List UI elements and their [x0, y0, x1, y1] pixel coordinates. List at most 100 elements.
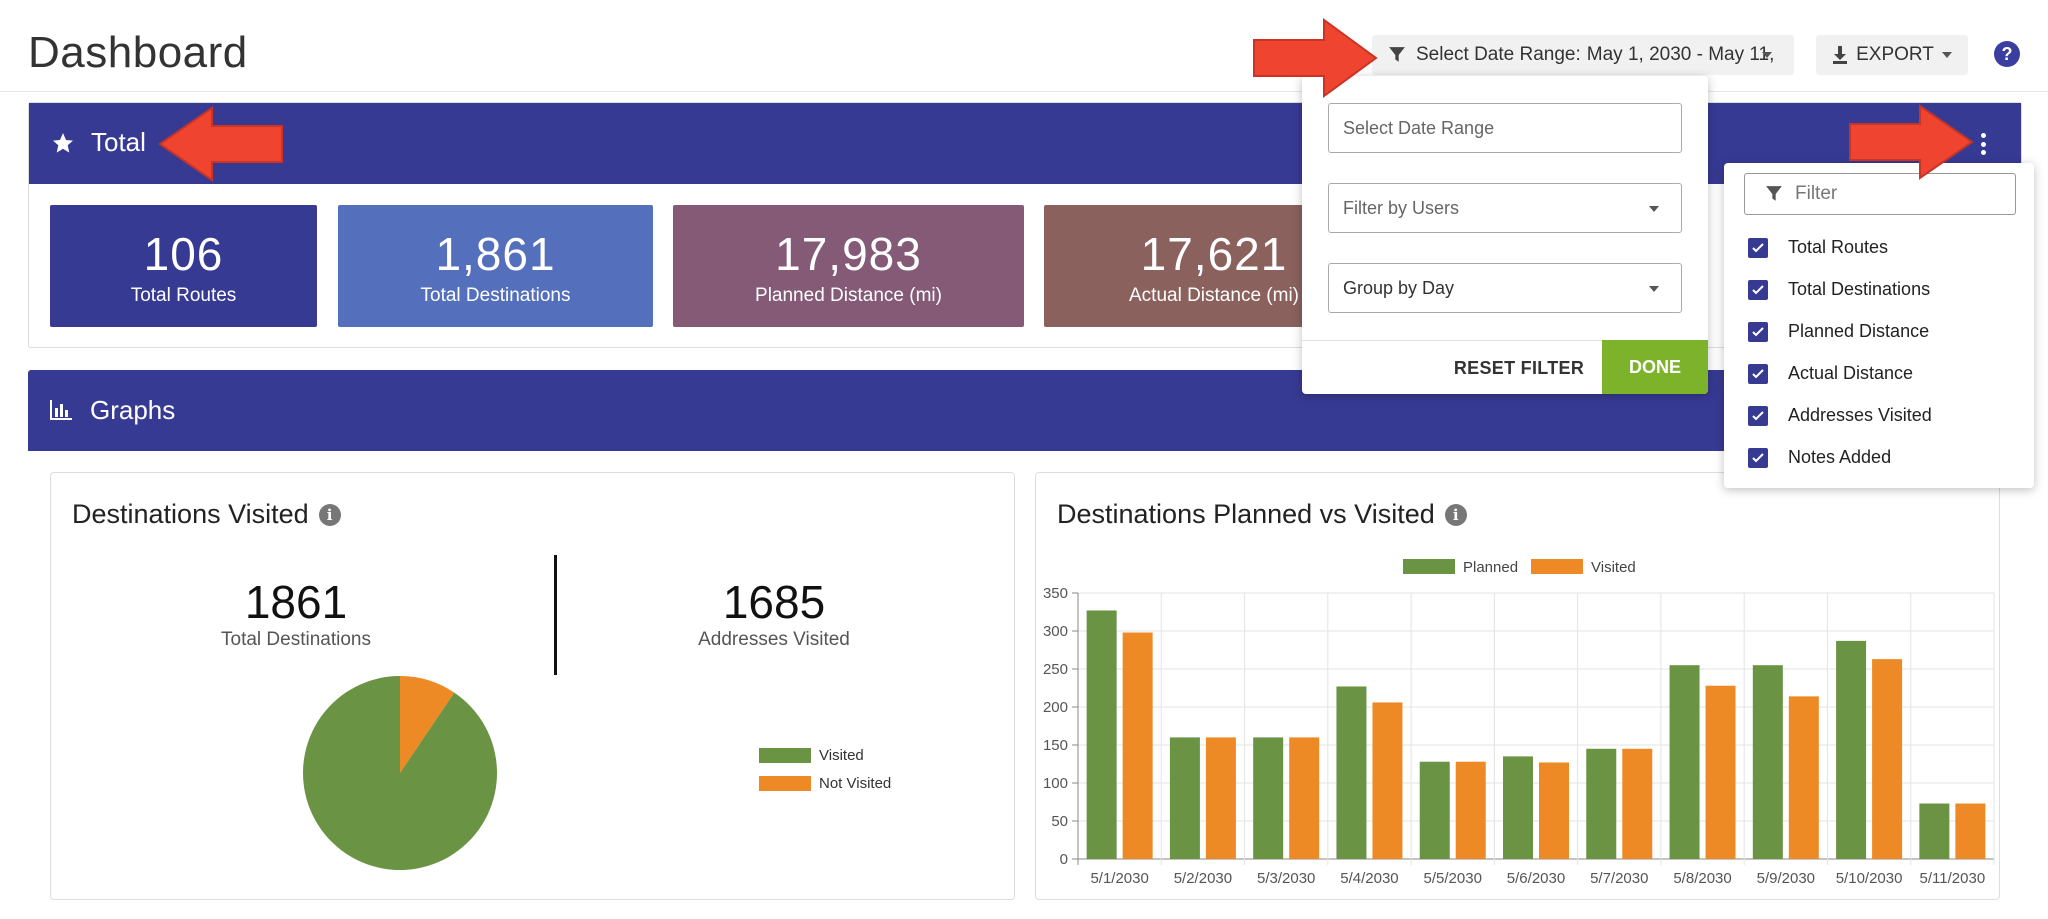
help-icon[interactable]: ?: [1994, 41, 2020, 67]
bar-planned-4: [1336, 686, 1367, 859]
filter-by-users-select[interactable]: Filter by Users: [1328, 183, 1682, 233]
total-panel: Total 106 Total Routes 1,861 Total Desti…: [28, 102, 2022, 348]
chevron-down-icon: [1649, 286, 1659, 292]
x-tick-label: 5/7/2030: [1590, 870, 1648, 887]
column-option-planned-distance[interactable]: Planned Distance: [1748, 321, 1929, 342]
y-tick-label: 350: [1043, 585, 1068, 602]
chart-legend: Planned Visited: [1403, 559, 1636, 576]
legend-label: Planned: [1463, 559, 1518, 576]
x-tick-label: 5/5/2030: [1424, 870, 1482, 887]
x-tick-label: 5/2/2030: [1174, 870, 1232, 887]
chevron-down-icon: [1649, 206, 1659, 212]
bar-visited-10: [1872, 659, 1903, 859]
y-tick-label: 250: [1043, 661, 1068, 678]
checkbox-checked-icon[interactable]: [1748, 237, 1768, 258]
info-icon[interactable]: i: [318, 503, 341, 526]
addresses-visited-label: Addresses Visited: [698, 629, 850, 650]
more-options-icon[interactable]: [1981, 133, 1987, 155]
divider: [554, 555, 557, 675]
y-tick-label: 100: [1043, 775, 1068, 792]
bar-visited-3: [1289, 737, 1320, 859]
date-range-button[interactable]: Select Date Range: May 1, 2030 - May 11,: [1372, 35, 1794, 75]
card-title: Destinations Planned vs Visited i: [1057, 499, 1467, 530]
bar-visited-7: [1622, 748, 1653, 859]
total-panel-header: Total: [29, 103, 2021, 184]
column-filter-input[interactable]: Filter: [1744, 173, 2016, 215]
stat-value: 17,621: [1140, 228, 1288, 280]
stat-label: Planned Distance (mi): [755, 285, 942, 306]
bar-chart-icon: [50, 400, 72, 420]
bar-planned-7: [1586, 748, 1617, 859]
date-range-dropdown: Select Date Range Filter by Users Group …: [1302, 76, 1708, 394]
bar-planned-8: [1669, 665, 1700, 859]
bar-planned-9: [1752, 665, 1783, 859]
done-button[interactable]: DONE: [1602, 340, 1708, 394]
planned-vs-visited-card: Destinations Planned vs Visited i Planne…: [1035, 472, 2000, 900]
bar-visited-4: [1372, 702, 1403, 859]
reset-filter-button[interactable]: RESET FILTER: [1453, 357, 1585, 378]
bar-visited-1: [1122, 632, 1153, 859]
total-destinations-label: Total Destinations: [221, 629, 371, 650]
bar-visited-11: [1955, 803, 1986, 859]
export-button[interactable]: EXPORT: [1816, 35, 1968, 75]
divider: [1302, 340, 1708, 341]
addresses-visited-value: 1685: [722, 576, 826, 628]
stat-label: Total Routes: [130, 285, 237, 306]
column-option-label: Actual Distance: [1788, 363, 1914, 383]
y-tick-label: 0: [1060, 851, 1068, 868]
checkbox-checked-icon[interactable]: [1748, 363, 1768, 384]
bar-visited-6: [1539, 762, 1569, 859]
x-tick-label: 5/10/2030: [1836, 870, 1903, 887]
stat-planned-distance: 17,983 Planned Distance (mi): [673, 205, 1024, 327]
bar-planned-11: [1919, 803, 1950, 859]
legend-swatch: [1403, 559, 1455, 574]
column-option-addresses-visited[interactable]: Addresses Visited: [1748, 405, 1932, 426]
y-tick-label: 50: [1051, 813, 1068, 830]
total-destinations-value: 1861: [244, 576, 348, 628]
column-option-total-routes[interactable]: Total Routes: [1748, 237, 1888, 258]
bar-visited-2: [1205, 737, 1236, 859]
info-icon[interactable]: i: [1444, 503, 1467, 526]
checkbox-checked-icon[interactable]: [1748, 405, 1768, 426]
checkbox-checked-icon[interactable]: [1748, 279, 1768, 300]
bar-visited-9: [1788, 696, 1819, 859]
chevron-down-icon: [1941, 52, 1952, 58]
bar-visited-5: [1455, 761, 1486, 859]
select-date-range-input[interactable]: Select Date Range: [1328, 103, 1682, 153]
column-option-label: Total Routes: [1788, 237, 1889, 257]
chevron-down-icon: [1762, 52, 1772, 58]
graphs-panel-header: Graphs: [28, 370, 2022, 451]
column-option-actual-distance[interactable]: Actual Distance: [1748, 363, 1913, 384]
checkbox-checked-icon[interactable]: [1748, 321, 1768, 342]
download-icon: [1833, 46, 1848, 64]
date-range-label: Select Date Range:: [1416, 44, 1581, 65]
group-by-label: Group by Day: [1343, 277, 1455, 298]
legend-label: Visited: [819, 747, 864, 764]
x-tick-label: 5/4/2030: [1340, 870, 1398, 887]
filter-icon: [1766, 186, 1782, 201]
y-tick-label: 200: [1043, 699, 1068, 716]
bar-chart: Planned Visited 0 50 100 150 200 250 300 350 5/1/2…: [1043, 559, 1995, 887]
legend-swatch: [759, 748, 811, 763]
y-tick-label: 300: [1043, 623, 1068, 640]
group-by-select[interactable]: Group by Day: [1328, 263, 1682, 313]
stat-label: Actual Distance (mi): [1129, 285, 1299, 306]
column-option-total-destinations[interactable]: Total Destinations: [1748, 279, 1930, 300]
column-option-label: Total Destinations: [1788, 279, 1931, 299]
x-tick-label: 5/6/2030: [1507, 870, 1565, 887]
bar-planned-3: [1253, 737, 1284, 859]
graphs-panel-title: Graphs: [90, 395, 176, 425]
column-filter-placeholder: Filter: [1795, 183, 1838, 204]
x-tick-label: 5/3/2030: [1257, 870, 1315, 887]
stat-total-routes: 106 Total Routes: [50, 205, 317, 327]
column-option-notes-added[interactable]: Notes Added: [1748, 447, 1891, 468]
column-option-label: Addresses Visited: [1788, 405, 1932, 425]
stat-label: Total Destinations: [420, 285, 571, 306]
annotation-arrow-icon: [1253, 18, 1378, 98]
stat-value: 106: [143, 228, 224, 280]
column-option-label: Notes Added: [1788, 447, 1892, 467]
card-title: Destinations Visited i: [72, 499, 341, 530]
legend-label: Not Visited: [819, 775, 892, 792]
checkbox-checked-icon[interactable]: [1748, 447, 1768, 468]
y-tick-label: 150: [1043, 737, 1068, 754]
